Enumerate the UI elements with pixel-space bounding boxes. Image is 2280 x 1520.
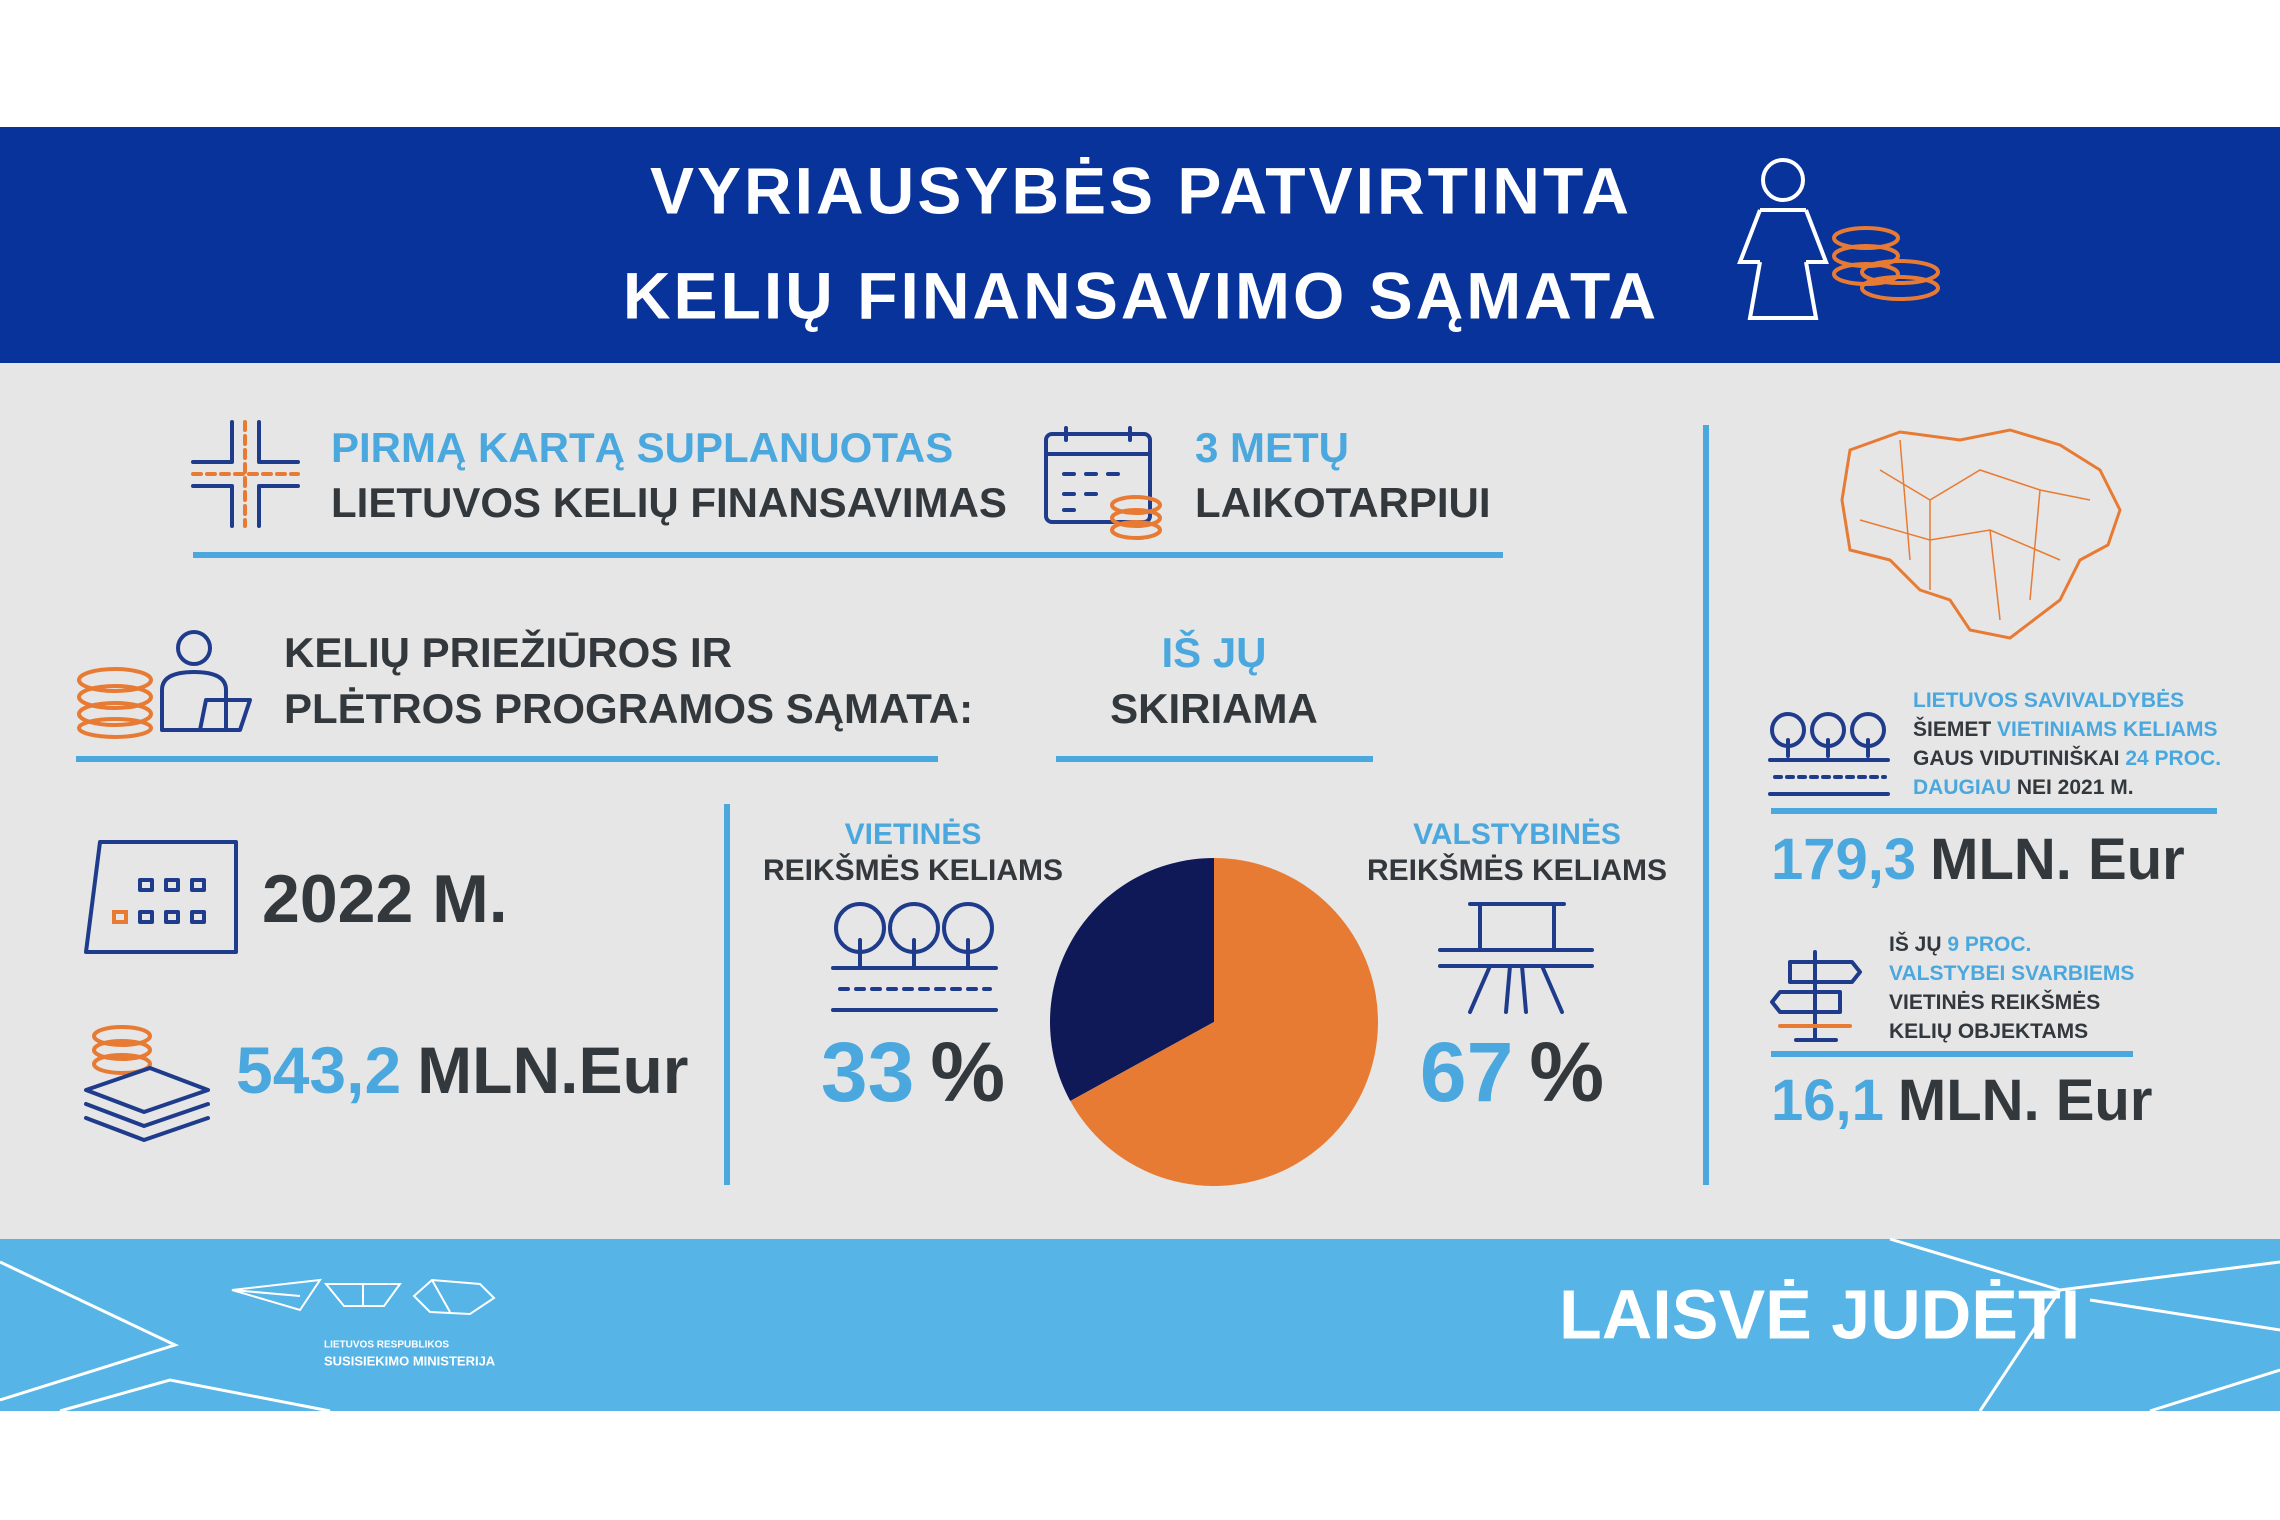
section-heading: IŠ JŲ bbox=[1161, 628, 1266, 676]
header-band bbox=[0, 127, 2280, 363]
trees-icon bbox=[831, 902, 998, 1012]
trees-icon-small bbox=[1768, 712, 1890, 796]
note: IŠ JŲ 9 PROC. VALSTYBEI SVARBIEMS VIETINĖS… bbox=[1889, 932, 2134, 1043]
note-segment: 24 PROC. bbox=[2125, 747, 2221, 770]
signpost-icon bbox=[1770, 950, 1862, 1042]
calendar-icon bbox=[84, 840, 238, 954]
title: VYRIAUSYBĖS PATVIRTINTA bbox=[650, 153, 1632, 227]
pie-value-label: 33% bbox=[821, 1025, 1005, 1119]
pie-category-note: REIKŠMĖS KELIAMS bbox=[1367, 853, 1667, 887]
amount-unit: MLN.Eur bbox=[417, 1033, 688, 1107]
pie-category: VALSTYBINĖS bbox=[1413, 818, 1621, 851]
value: 33 bbox=[821, 1025, 914, 1119]
note: LIETUVOS SAVIVALDYBĖS ŠIEMET VIETINIAMS K… bbox=[1913, 689, 2221, 799]
unit: % bbox=[1529, 1025, 1604, 1119]
note-segment: KELIŲ OBJEKTAMS bbox=[1889, 1020, 2088, 1043]
pie-category-note: REIKŠMĖS KELIAMS bbox=[763, 853, 1063, 887]
amount: 16,1 MLN. Eur bbox=[1771, 1068, 2152, 1133]
year: 2022 M. bbox=[262, 861, 508, 937]
note-segment: IŠ JŲ bbox=[1889, 932, 1947, 956]
ministry-name: SUSISIEKIMO MINISTERIJA bbox=[324, 1353, 496, 1368]
note-segment: VIETINĖS REIKŠMĖS bbox=[1889, 990, 2100, 1014]
unit: % bbox=[930, 1025, 1005, 1119]
note-segment: GAUS VIDUTINIŠKAI bbox=[1913, 746, 2125, 770]
note-line: VALSTYBEI SVARBIEMS bbox=[1889, 962, 2134, 985]
pie-category: VIETINĖS bbox=[845, 818, 982, 851]
note-segment: VALSTYBEI SVARBIEMS bbox=[1889, 962, 2134, 985]
title: KELIŲ FINANSAVIMO SĄMATA bbox=[623, 258, 1659, 332]
amount: 543,2 MLN.Eur bbox=[236, 1033, 689, 1107]
road-icon bbox=[1438, 902, 1594, 1014]
amount-value: 543,2 bbox=[236, 1033, 401, 1107]
note-line: DAUGIAU NEI 2021 M. bbox=[1913, 776, 2134, 799]
note-line: GAUS VIDUTINIŠKAI 24 PROC. bbox=[1913, 746, 2221, 770]
note-segment: ŠIEMET bbox=[1913, 717, 1997, 741]
section-heading: KELIŲ PRIEŽIŪROS IR bbox=[284, 628, 732, 676]
pie-value-label: 67% bbox=[1420, 1025, 1604, 1119]
section-heading: SKIRIAMA bbox=[1110, 685, 1318, 732]
note-segment: NEI 2021 M. bbox=[2017, 776, 2134, 799]
value: 67 bbox=[1420, 1025, 1513, 1119]
intro-text: 3 METŲ bbox=[1195, 424, 1349, 471]
amount-value: 16,1 bbox=[1771, 1068, 1884, 1133]
intro-text: LAIKOTARPIUI bbox=[1195, 479, 1491, 526]
amount-unit: MLN. Eur bbox=[1898, 1068, 2153, 1133]
intro-text: LIETUVOS KELIŲ FINANSAVIMAS bbox=[331, 479, 1007, 526]
note-line: ŠIEMET VIETINIAMS KELIAMS bbox=[1913, 717, 2218, 741]
note-segment: LIETUVOS SAVIVALDYBĖS bbox=[1913, 689, 2184, 712]
amount: 179,3 MLN. Eur bbox=[1771, 827, 2185, 892]
footer-decoration bbox=[0, 1237, 2280, 1413]
person-coins-icon bbox=[77, 630, 252, 739]
pie-slice bbox=[1070, 858, 1378, 1186]
note-line: LIETUVOS SAVIVALDYBĖS bbox=[1913, 689, 2184, 712]
footer-band bbox=[0, 1239, 2280, 1411]
ministry-name: LIETUVOS RESPUBLIKOS bbox=[324, 1340, 449, 1351]
crossroads-icon bbox=[191, 420, 300, 528]
note-segment: DAUGIAU bbox=[1913, 776, 2017, 799]
note-line: VIETINĖS REIKŠMĖS bbox=[1889, 990, 2100, 1014]
calendar-coins-icon bbox=[1044, 426, 1162, 540]
slogan: LAISVĖ JUDĖTI bbox=[1559, 1275, 2080, 1353]
header-icon bbox=[1737, 158, 1940, 320]
note-segment: 9 PROC. bbox=[1947, 933, 2031, 956]
intro-text: PIRMĄ KARTĄ SUPLANUOTAS bbox=[331, 424, 953, 471]
pie-chart: 33% 67% bbox=[821, 857, 1604, 1186]
map-icon bbox=[1840, 428, 2122, 640]
note-line: IŠ JŲ 9 PROC. bbox=[1889, 932, 2031, 956]
note-line: KELIŲ OBJEKTAMS bbox=[1889, 1020, 2088, 1043]
amount-value: 179,3 bbox=[1771, 827, 1916, 892]
money-icon bbox=[84, 1025, 210, 1142]
section-heading: PLĖTROS PROGRAMOS SĄMATA: bbox=[284, 685, 973, 732]
ministry-logo bbox=[231, 1278, 496, 1316]
pie-slice bbox=[1050, 857, 1214, 1102]
note-segment: VIETINIAMS KELIAMS bbox=[1997, 718, 2218, 741]
amount-unit: MLN. Eur bbox=[1930, 827, 2185, 892]
